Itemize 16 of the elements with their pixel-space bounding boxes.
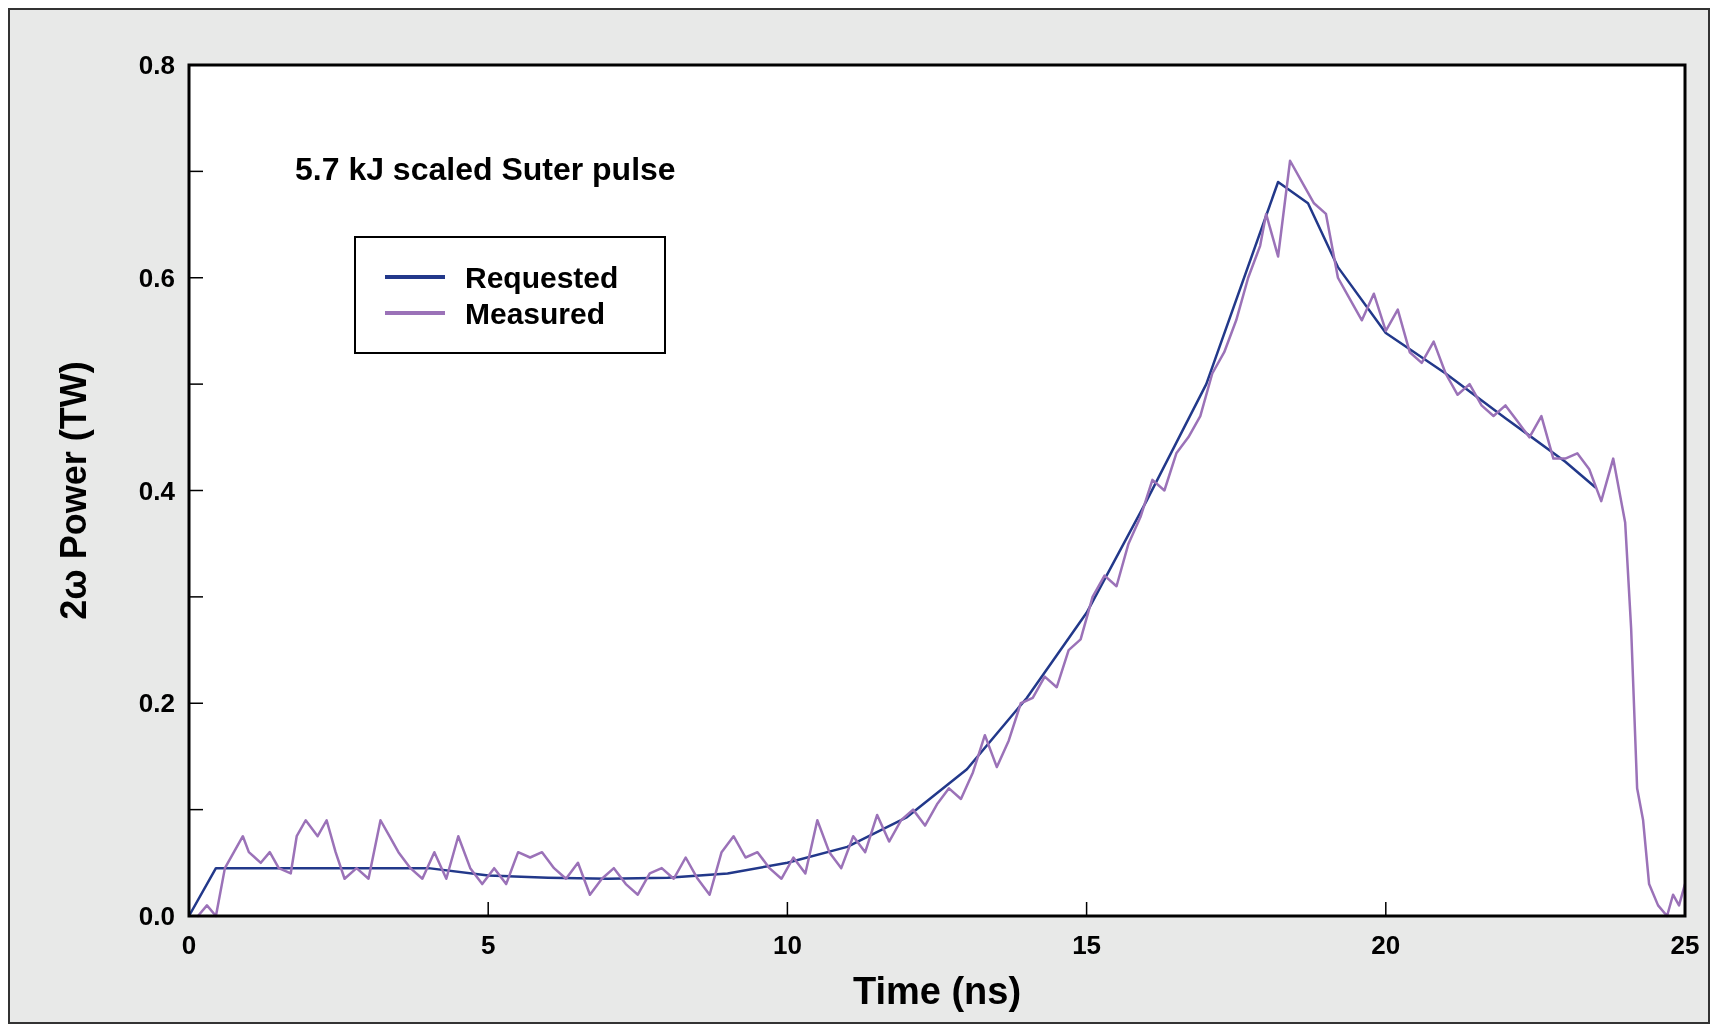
y-axis-title: 2ω Power (TW) [53,361,94,620]
y-tick-label: 0.4 [138,475,176,506]
x-tick-label: 15 [1072,930,1102,960]
y-tick-label: 0.6 [138,262,175,293]
x-tick-label: 0 [181,930,197,960]
x-tick-label: 5 [480,930,496,960]
y-tick-label: 0.8 [138,50,175,81]
x-axis-title: Time (ns) [852,970,1022,1012]
text: 5.7 kJ scaled Suter pulse [295,151,676,187]
y-tick-label: 0.0 [138,901,175,932]
x-tick-label: 20 [1371,930,1401,960]
x-tick-label: 25 [1670,930,1700,960]
y-tick-label: 0.2 [138,688,175,719]
legend-label: Requested [465,260,619,294]
legend-label: Measured [465,296,606,330]
x-tick-label: 10 [772,930,802,960]
